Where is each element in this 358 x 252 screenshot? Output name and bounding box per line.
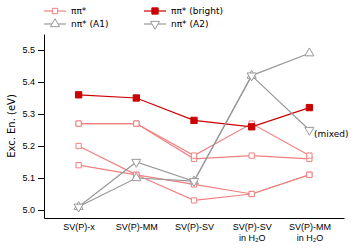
point (74, 204, 83, 212)
y-tick: 5.0 (22, 205, 44, 215)
point (247, 73, 256, 81)
y-tick-mark (38, 178, 44, 179)
series-line (79, 124, 310, 159)
y-tick-label: 5.4 (22, 77, 35, 87)
series (76, 121, 312, 158)
x-tick: SV(P)-MM (116, 222, 158, 232)
y-tick: 5.4 (22, 77, 44, 87)
x-tick: SV(P)-SVin H₂O (233, 222, 272, 242)
legend-label: nπ* (A2) (171, 19, 208, 29)
point (305, 48, 314, 56)
point (249, 124, 255, 130)
legend-item: ππ* (44, 6, 87, 16)
point (191, 153, 196, 158)
legend-swatch-marker (50, 19, 59, 27)
point (134, 121, 139, 126)
series-line (79, 165, 310, 200)
x-tick: SV(P)-x (63, 222, 95, 232)
x-axis: SV(P)-x SV(P)-MM SV(P)-SV SV(P)-SVin H₂O SV(… (45, 219, 345, 243)
plot-area (74, 48, 314, 212)
legend-label: ππ* (71, 6, 87, 16)
series (76, 121, 312, 161)
y-tick: 5.5 (22, 45, 44, 55)
y-axis: 5.0 5.1 5.2 5.3 5.4 5.5 (22, 35, 44, 219)
series-line (79, 124, 310, 156)
x-tick: SV(P)-MMin H₂O (289, 222, 331, 242)
legend-item: nπ* (A2) (144, 19, 208, 30)
point (249, 191, 254, 196)
point (307, 172, 312, 177)
series-line (79, 53, 310, 207)
point (132, 173, 141, 181)
x-axis-line (45, 218, 345, 219)
series (75, 92, 312, 130)
series (74, 73, 314, 212)
point (307, 172, 312, 177)
y-tick: 5.2 (22, 141, 44, 151)
legend-item: ππ* (bright) (144, 6, 223, 16)
point (75, 92, 81, 98)
annotation: (mixed) (314, 129, 349, 139)
y-tick-mark (38, 50, 44, 51)
y-tick-label: 5.2 (22, 141, 35, 151)
series-line (79, 95, 310, 127)
point (76, 121, 81, 126)
x-tick-label: SV(P)-x (63, 222, 95, 232)
legend-swatch-marker (52, 8, 57, 13)
x-tick-label: SV(P)-SVin H₂O (233, 222, 272, 242)
point (134, 121, 139, 126)
legend-label: ππ* (bright) (171, 6, 223, 16)
point (76, 121, 81, 126)
point (76, 143, 81, 148)
series (74, 48, 314, 209)
y-tick-mark (38, 82, 44, 83)
y-tick-label: 5.3 (22, 109, 35, 119)
x-tick-label: SV(P)-MM (116, 222, 158, 232)
y-tick: 5.3 (22, 109, 44, 119)
point (133, 95, 139, 101)
y-tick-label: 5.5 (22, 45, 35, 55)
chart: 5.0 5.1 5.2 5.3 5.4 5.5 SV(P)-x SV(P)-MM SV(P)-S… (0, 0, 358, 252)
y-tick-mark (38, 114, 44, 115)
legend-swatch-marker (152, 8, 158, 14)
y-axis-line (44, 35, 45, 219)
legend: ππ* ππ* (bright) nπ* (A1) nπ* (A2) (44, 6, 223, 30)
y-tick-mark (38, 210, 44, 211)
series-line (79, 146, 310, 194)
series (76, 163, 312, 203)
point (249, 191, 254, 196)
x-tick: SV(P)-SV (175, 222, 214, 232)
legend-item: nπ* (A1) (44, 19, 108, 29)
series-line (79, 76, 310, 207)
point (189, 179, 198, 187)
y-tick-label: 5.0 (22, 205, 35, 215)
y-tick: 5.1 (22, 173, 44, 183)
x-tick-label: SV(P)-SV (175, 222, 214, 232)
y-tick-label: 5.1 (22, 173, 35, 183)
point (132, 159, 141, 167)
series (76, 143, 312, 196)
legend-swatch-marker (150, 21, 159, 29)
point (249, 153, 254, 158)
point (191, 198, 196, 203)
point (76, 163, 81, 168)
point (307, 153, 312, 158)
legend-label: nπ* (A1) (71, 19, 108, 29)
point (191, 117, 197, 123)
y-axis-title: Exc. En. (eV) (6, 94, 17, 158)
point (306, 104, 312, 110)
y-tick-mark (38, 146, 44, 147)
x-tick-label: SV(P)-MMin H₂O (289, 222, 331, 242)
point (305, 127, 314, 135)
